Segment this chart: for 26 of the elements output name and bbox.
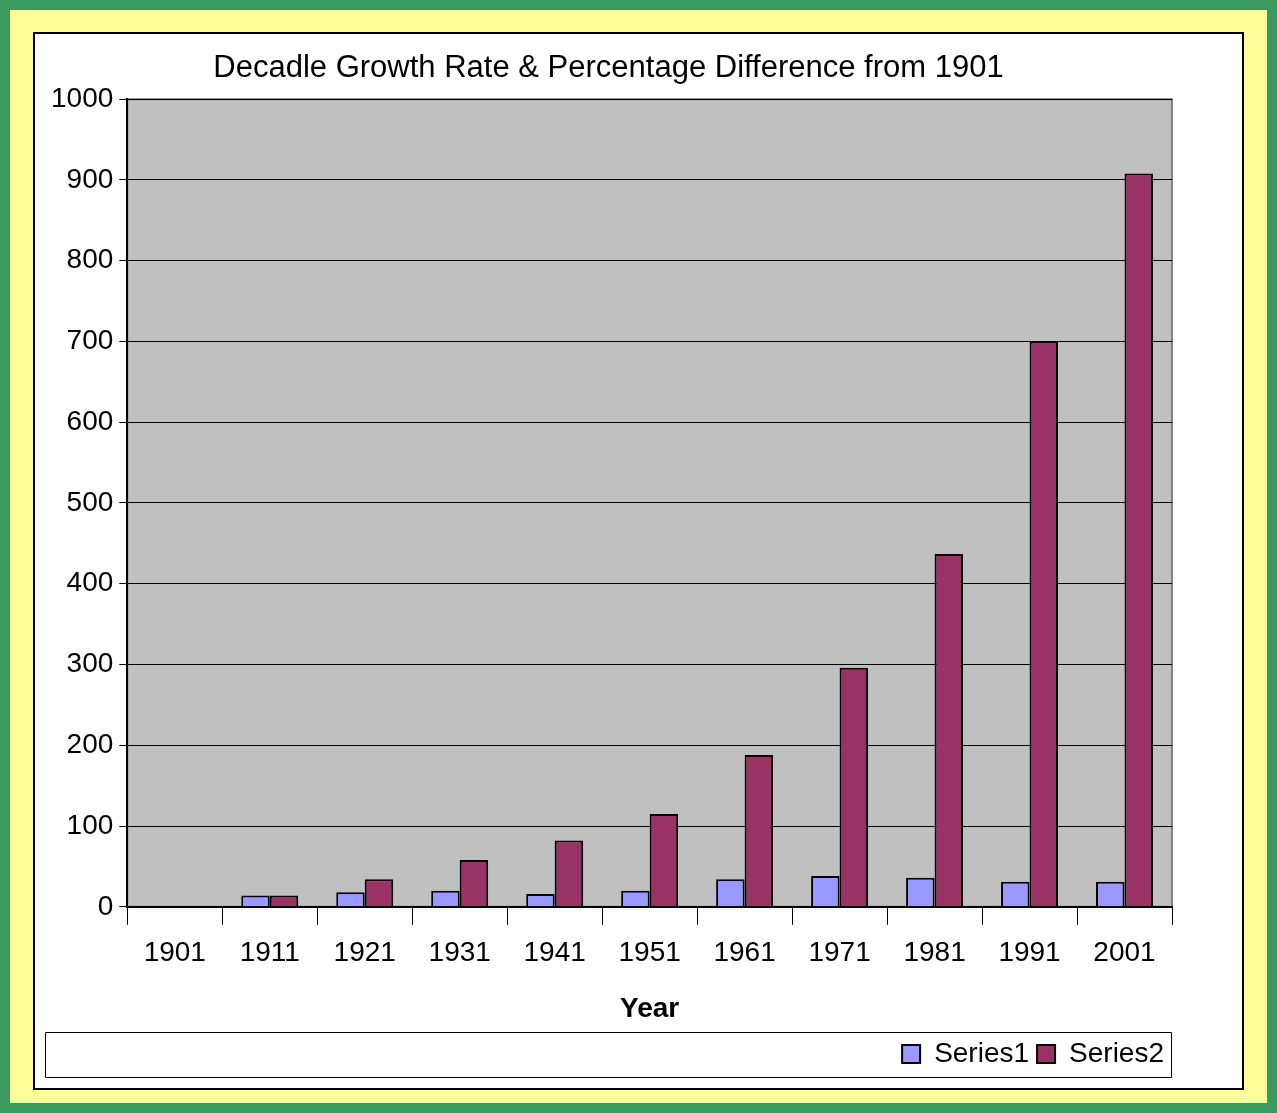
x-axis-title: Year (620, 991, 680, 1023)
x-tick-label: 2001 (1093, 936, 1156, 968)
y-tick-label: 700 (66, 324, 114, 356)
x-tick-label: 1901 (143, 936, 206, 968)
y-tick-label: 200 (66, 728, 114, 759)
y-tick-label: 0 (97, 889, 114, 921)
y-tick-label: 600 (66, 404, 114, 436)
y-tick-label: 900 (66, 162, 114, 194)
y-tick-label: 1000 (50, 81, 114, 113)
x-tick-label: 1921 (333, 936, 396, 968)
x-tick-label: 1911 (239, 936, 300, 968)
x-tick-label: 1971 (808, 936, 871, 968)
x-tick-label: 1961 (713, 936, 776, 968)
x-tick-label: 1991 (998, 936, 1061, 968)
x-tick-label: 1981 (903, 936, 966, 968)
y-tick-label: 500 (66, 485, 114, 517)
legend-label: Series1 (934, 1036, 1030, 1068)
x-tick-label: 1931 (428, 936, 491, 968)
y-tick-label: 300 (66, 647, 114, 679)
x-tick-label: 1941 (523, 936, 586, 968)
legend-label: Series2 (1069, 1036, 1164, 1068)
y-tick-label: 100 (66, 808, 114, 840)
chart-title: Decadle Growth Rate & Percentage Difference from 1901 (213, 49, 1004, 85)
y-tick-label: 400 (66, 566, 114, 598)
x-tick-label: 1951 (618, 936, 681, 968)
y-tick-label: 800 (66, 243, 114, 275)
